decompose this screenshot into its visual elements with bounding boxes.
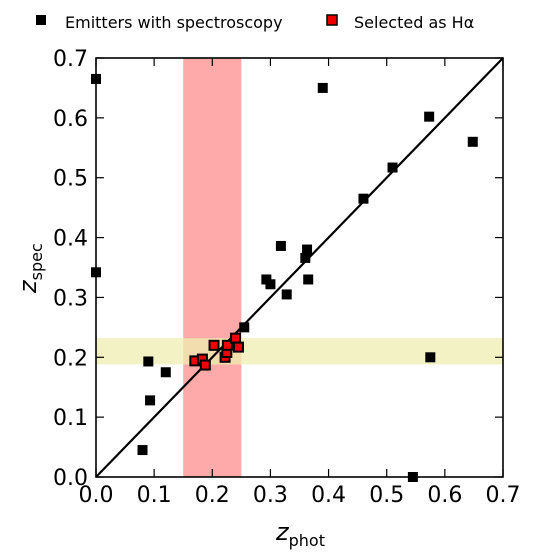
y-tick-label: 0.2	[53, 346, 88, 371]
emitter-point	[467, 136, 478, 147]
y-tick-label: 0.7	[53, 47, 88, 72]
x-axis-ticks: 0.0 0.1 0.2 0.3 0.4 0.5 0.6 0.7	[79, 58, 521, 508]
emitter-point	[143, 356, 154, 367]
emitter-point	[265, 279, 276, 290]
selected-point	[230, 332, 242, 344]
y-tick-label: 0.3	[53, 286, 88, 311]
legend-label-selected: Selected as Hα	[354, 13, 474, 32]
legend-marker-emitters	[36, 15, 46, 25]
emitter-point	[425, 352, 436, 363]
x-tick-label: 0.6	[427, 483, 462, 508]
x-axis-label: zphot	[275, 518, 325, 550]
selected-point	[199, 359, 211, 371]
y-tick-label: 0.1	[53, 406, 88, 431]
emitter-point	[424, 111, 435, 122]
selected-points	[189, 332, 244, 371]
y-axis-ticks: 0.0 0.1 0.2 0.3 0.4 0.5 0.6 0.7	[53, 47, 503, 491]
emitter-point	[317, 82, 328, 93]
x-tick-label: 0.7	[486, 483, 521, 508]
legend-label-emitters: Emitters with spectroscopy	[65, 13, 283, 32]
y-axis-label: zspec	[14, 243, 46, 294]
x-tick-label: 0.5	[369, 483, 404, 508]
emitter-point	[239, 322, 250, 333]
legend-marker-selected	[326, 14, 338, 26]
x-tick-label: 0.1	[137, 483, 172, 508]
emitter-point	[275, 240, 286, 251]
emitter-point	[281, 289, 292, 300]
emitter-point	[387, 162, 398, 173]
selected-point	[232, 341, 244, 353]
emitter-points	[91, 73, 478, 482]
emitter-point	[137, 445, 148, 456]
emitter-point	[303, 274, 314, 285]
emitter-point	[300, 252, 311, 263]
y-tick-label: 0.6	[53, 107, 88, 132]
selected-point	[208, 339, 220, 351]
emitter-point	[160, 367, 171, 378]
spectroscopic-selection-band	[96, 338, 503, 365]
legend: Emitters with spectroscopy Selected as H…	[36, 13, 474, 32]
emitter-point	[302, 244, 313, 255]
x-tick-label: 0.2	[195, 483, 230, 508]
x-tick-label: 0.3	[253, 483, 288, 508]
y-tick-label: 0.0	[53, 466, 88, 491]
plot-frame	[95, 57, 504, 478]
y-tick-label: 0.4	[53, 227, 88, 252]
one-to-one-line	[95, 57, 504, 478]
emitter-point	[145, 395, 156, 406]
y-tick-label: 0.5	[53, 167, 88, 192]
x-tick-label: 0.4	[311, 483, 346, 508]
emitter-point	[358, 193, 369, 204]
selected-point	[221, 339, 233, 351]
x-tick-label: 0.0	[79, 483, 114, 508]
photometric-selection-band	[183, 58, 242, 477]
bands	[96, 58, 503, 477]
